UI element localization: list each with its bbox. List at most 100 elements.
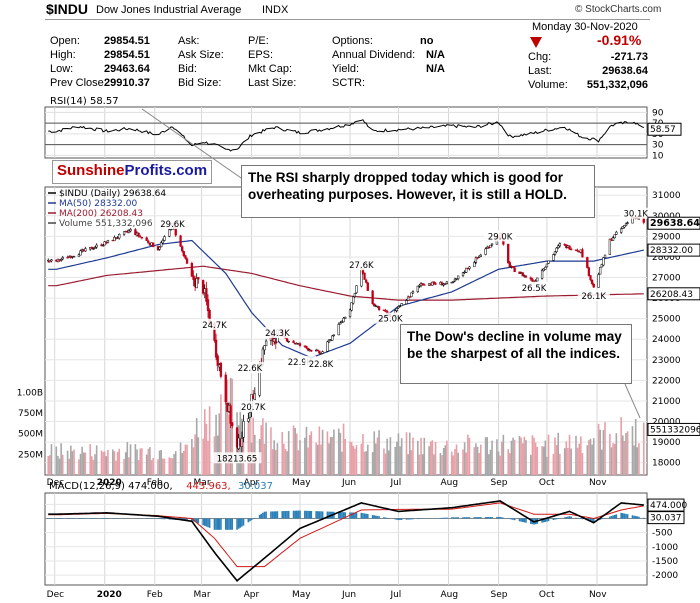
watermark: © StockCharts.com xyxy=(575,4,662,15)
candle-body xyxy=(587,267,591,276)
volume-bar xyxy=(418,454,421,475)
volume-bar xyxy=(320,444,322,475)
macd-histogram-bar xyxy=(491,516,493,519)
macd-histogram-bar xyxy=(386,517,388,519)
x-tick-label: Aug xyxy=(440,590,458,600)
candle-body xyxy=(59,259,63,261)
candle-body xyxy=(134,229,137,236)
volume-bar xyxy=(134,444,137,475)
macd-histogram-bar xyxy=(457,517,459,519)
macd-histogram-bar xyxy=(609,516,611,519)
macd-histogram-bar xyxy=(455,517,458,519)
volume-bar xyxy=(602,429,605,475)
volume-bar xyxy=(304,437,306,475)
volume-bar xyxy=(186,444,188,475)
macd-histogram-bar xyxy=(462,517,464,519)
volume-bar xyxy=(350,442,353,475)
volume-bar xyxy=(581,452,584,475)
volume-bar xyxy=(554,437,556,475)
macd-histogram-bar xyxy=(510,518,513,520)
volume-bar xyxy=(354,448,356,475)
macd-histogram-bar xyxy=(467,517,469,519)
candle-body xyxy=(395,308,398,312)
volume-bar xyxy=(197,437,200,475)
volume-bar xyxy=(502,434,505,475)
volume-bar xyxy=(115,460,117,475)
volume-bar xyxy=(576,447,579,475)
macd-histogram-bar xyxy=(465,517,468,519)
macd-histogram-bar xyxy=(376,515,379,519)
volume-tick-label: 250M xyxy=(18,450,43,460)
volume-bar xyxy=(620,417,622,475)
macd-histogram-bar xyxy=(375,515,377,519)
macd-histogram-bar xyxy=(484,517,487,519)
volume-bar xyxy=(252,417,254,475)
candle-body xyxy=(101,244,105,247)
down-arrow-icon xyxy=(530,37,542,48)
candle-body xyxy=(445,281,449,284)
macd-histogram-bar xyxy=(355,512,358,519)
macd-histogram-bar xyxy=(262,512,264,519)
volume-bar xyxy=(389,437,392,475)
candle-body xyxy=(363,272,366,280)
volume-bar xyxy=(455,444,458,475)
macd-histogram-bar xyxy=(283,511,285,519)
macd-histogram-bar xyxy=(276,511,279,519)
volume-bar xyxy=(450,451,453,475)
candle-body xyxy=(547,260,550,264)
volume-bar xyxy=(555,445,558,475)
candle-body xyxy=(319,353,323,355)
volume-bar xyxy=(441,455,443,475)
volume-bar xyxy=(615,433,618,475)
rsi-callout: The RSI sharply dropped today which is g… xyxy=(241,165,595,218)
volume-bar xyxy=(92,459,95,475)
volume-bar xyxy=(82,452,85,475)
candle-body xyxy=(61,257,64,260)
volume-bar xyxy=(47,456,50,475)
volume-bar xyxy=(152,457,154,475)
volume-bar xyxy=(442,447,445,475)
volume-bar xyxy=(349,441,351,475)
quote-value: 551,332,096 xyxy=(586,79,648,91)
candle-body xyxy=(461,272,465,276)
rsi-tick-label: 90 xyxy=(652,108,664,118)
macd-histogram-bar xyxy=(191,518,193,521)
candle-body xyxy=(151,242,155,248)
candle-body xyxy=(581,249,584,258)
candle-body xyxy=(465,267,468,273)
macd-histogram-bar xyxy=(575,517,577,519)
volume-bar xyxy=(375,443,377,475)
macd-histogram-bar xyxy=(488,516,490,519)
candle-body xyxy=(355,285,358,294)
macd-histogram-bar xyxy=(529,518,532,524)
volume-bar xyxy=(326,431,329,475)
volume-bar xyxy=(520,437,522,475)
volume-bar xyxy=(500,441,503,475)
macd-histogram-bar xyxy=(500,517,503,519)
macd-histogram-bar xyxy=(567,516,569,519)
candle-body xyxy=(590,279,594,284)
macd-last-label: 30.037 xyxy=(650,514,682,524)
candle-body xyxy=(195,278,198,289)
volume-bar xyxy=(378,430,380,475)
macd-histogram-bar xyxy=(350,512,353,519)
volume-bar xyxy=(546,456,548,475)
volume-bar xyxy=(61,454,64,475)
candle-body xyxy=(626,222,629,224)
candle-body xyxy=(287,340,290,343)
volume-bar xyxy=(604,422,606,475)
macd-histogram-bar xyxy=(208,518,211,528)
macd-histogram-bar xyxy=(634,516,637,519)
price-annotation: 26.5K xyxy=(522,284,547,294)
macd-histogram-bar xyxy=(341,512,343,519)
volume-bar xyxy=(486,437,489,475)
volume-bar xyxy=(195,418,198,475)
candle-body xyxy=(50,259,53,262)
candle-body xyxy=(263,345,266,351)
volume-bar xyxy=(580,436,582,475)
candle-body xyxy=(398,305,402,308)
macd-last-box xyxy=(647,498,685,512)
candle-body xyxy=(93,247,97,249)
volume-bar xyxy=(60,443,62,475)
